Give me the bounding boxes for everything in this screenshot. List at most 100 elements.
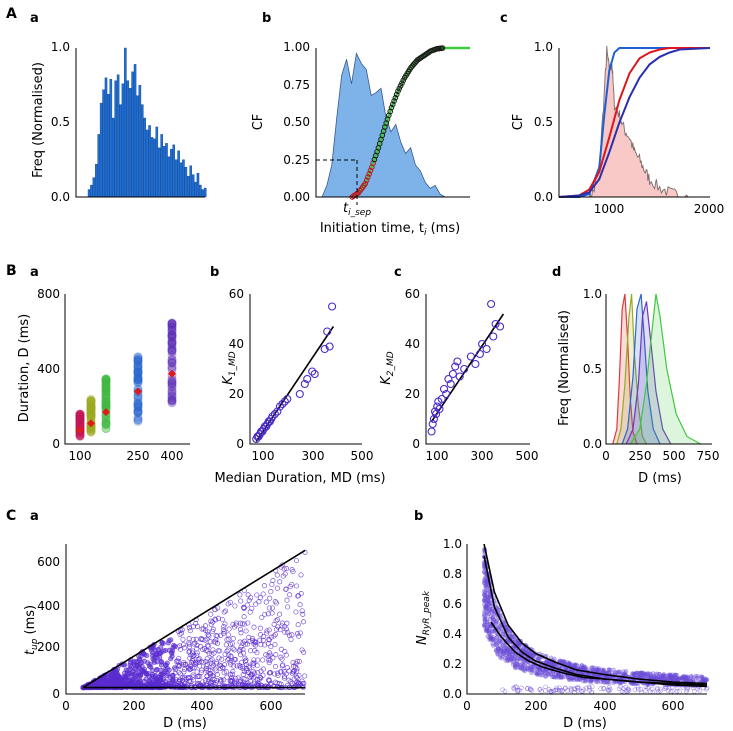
y-tick: 40 (229, 337, 244, 351)
bar (153, 138, 156, 198)
bar (97, 134, 101, 198)
data-point (522, 668, 528, 674)
data-point (167, 391, 177, 401)
data-point (223, 642, 229, 648)
panel-label: b (414, 509, 423, 524)
data-point (101, 398, 111, 407)
data-point (225, 647, 231, 653)
data-point (230, 645, 236, 651)
data-point (133, 373, 143, 383)
data-point (251, 662, 257, 668)
data-point (193, 660, 200, 666)
data-point (116, 682, 122, 688)
data-point (639, 674, 644, 679)
data-point (167, 333, 177, 343)
data-point (391, 98, 397, 104)
data-point (229, 674, 235, 680)
data-point (133, 369, 143, 379)
data-point (395, 88, 401, 94)
data-point (193, 621, 199, 627)
y-tick: 0.8 (443, 567, 462, 581)
data-point (205, 642, 211, 649)
data-point (226, 656, 232, 662)
data-point (101, 383, 111, 393)
data-point (101, 416, 111, 426)
x-tick: 100 (252, 449, 275, 463)
data-point (224, 674, 230, 680)
data-point (86, 406, 96, 416)
data-point (290, 669, 296, 675)
annotation-label: ti_sep (343, 201, 371, 218)
density-line (625, 301, 672, 445)
data-point (484, 619, 490, 625)
data-point (75, 409, 85, 419)
data-point (133, 374, 143, 384)
data-point (232, 675, 239, 681)
data-point (167, 381, 177, 391)
data-point (204, 673, 210, 679)
data-point (274, 680, 280, 686)
data-point (496, 607, 501, 612)
data-point (252, 640, 259, 646)
x-tick: 200 (123, 699, 146, 713)
data-point (299, 608, 305, 614)
bar (177, 150, 180, 198)
data-point (176, 658, 182, 664)
x-axis-label: Initiation time, ti (ms) (320, 221, 460, 238)
data-point (267, 595, 273, 601)
data-point (287, 583, 293, 590)
data-point (167, 326, 177, 336)
data-point (294, 668, 300, 674)
panel-label: b (262, 11, 271, 26)
data-point (75, 415, 85, 425)
data-point (670, 675, 675, 681)
data-point (218, 665, 224, 671)
data-point (205, 648, 211, 654)
data-point (521, 666, 527, 671)
data-point (556, 672, 562, 678)
data-point (75, 412, 85, 422)
data-point (168, 637, 174, 643)
data-point (593, 679, 599, 684)
x-tick: 0 (463, 699, 471, 713)
data-point (497, 624, 503, 629)
data-point (272, 599, 278, 605)
data-point (656, 674, 662, 680)
data-point (638, 687, 644, 692)
data-point (172, 670, 178, 676)
data-point (242, 658, 248, 664)
data-point (238, 677, 244, 683)
y-tick: 400 (37, 599, 60, 613)
data-point (230, 669, 236, 675)
data-point (494, 640, 499, 645)
data-point (226, 626, 232, 632)
axes (249, 294, 362, 445)
y-axis-label: CF (511, 114, 526, 131)
data-point (521, 659, 526, 664)
bar (199, 184, 202, 198)
data-point (263, 652, 269, 658)
data-point (159, 639, 165, 646)
data-point (275, 672, 281, 678)
data-point (392, 95, 399, 101)
y-axis-label: Freq (Normalised) (557, 310, 572, 426)
data-point (700, 676, 706, 682)
data-point (669, 674, 675, 679)
data-point (86, 395, 96, 405)
y-tick: 0.75 (283, 78, 310, 92)
data-point (75, 414, 85, 424)
data-point (86, 401, 96, 411)
data-point (231, 663, 237, 669)
data-point (497, 648, 502, 654)
x-tick: 0 (62, 699, 70, 713)
data-point (257, 595, 263, 601)
data-point (149, 672, 156, 678)
data-point (101, 419, 111, 429)
data-point (243, 657, 249, 663)
data-point (251, 670, 258, 676)
data-point (399, 80, 405, 86)
y-tick: 0.4 (443, 627, 462, 641)
bar (155, 126, 159, 198)
data-point (320, 344, 329, 354)
section-label-a: A (6, 6, 17, 22)
